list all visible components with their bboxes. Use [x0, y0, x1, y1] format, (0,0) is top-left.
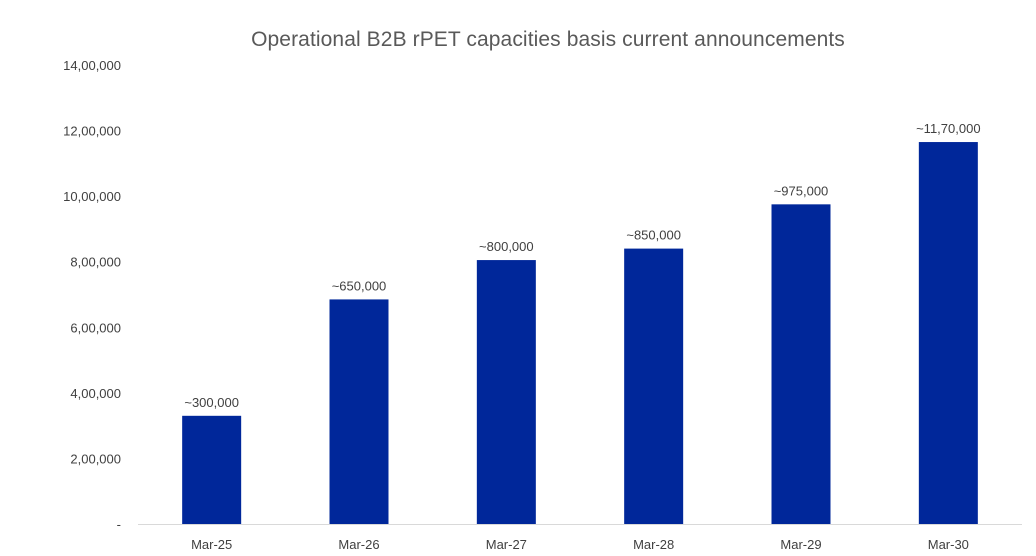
bar-mar-25: [182, 415, 242, 524]
y-tick-label: -: [117, 517, 121, 532]
data-label: ~11,70,000: [916, 121, 980, 136]
x-tick-label: Mar-27: [486, 537, 527, 552]
y-tick-label: 10,00,000: [63, 189, 121, 204]
x-tick-label: Mar-25: [191, 537, 232, 552]
y-tick-label: 4,00,000: [70, 386, 121, 401]
y-tick-label: 12,00,000: [63, 124, 121, 139]
data-label: ~800,000: [479, 239, 534, 254]
x-tick-label: Mar-30: [928, 537, 969, 552]
y-tick-label: 6,00,000: [70, 320, 121, 335]
bar-mar-30: [918, 142, 978, 524]
bar-mar-28: [624, 248, 684, 524]
x-tick-label: Mar-29: [780, 537, 821, 552]
y-tick-label: 14,00,000: [63, 58, 121, 73]
x-tick-label: Mar-28: [633, 537, 674, 552]
y-tick-label: 2,00,000: [70, 451, 121, 466]
data-label: ~975,000: [774, 183, 829, 198]
bar-mar-29: [771, 204, 831, 524]
chart-title: Operational B2B rPET capacities basis cu…: [251, 28, 845, 51]
data-label: ~850,000: [626, 228, 681, 243]
x-axis: Mar-25 Mar-26 Mar-27 Mar-28 Mar-29 Mar-30: [138, 524, 1022, 552]
data-label: ~300,000: [184, 395, 239, 410]
x-tick-label: Mar-26: [338, 537, 379, 552]
data-label: ~650,000: [332, 278, 387, 293]
y-axis: - 2,00,000 4,00,000 6,00,000 8,00,000 10,00,0…: [63, 58, 121, 532]
bar-mar-26: [329, 299, 389, 524]
bar-mar-27: [476, 260, 536, 524]
y-tick-label: 8,00,000: [70, 255, 121, 270]
bar-series: ~300,000 ~650,000 ~800,000 ~850,000 ~975,000…: [182, 121, 981, 524]
